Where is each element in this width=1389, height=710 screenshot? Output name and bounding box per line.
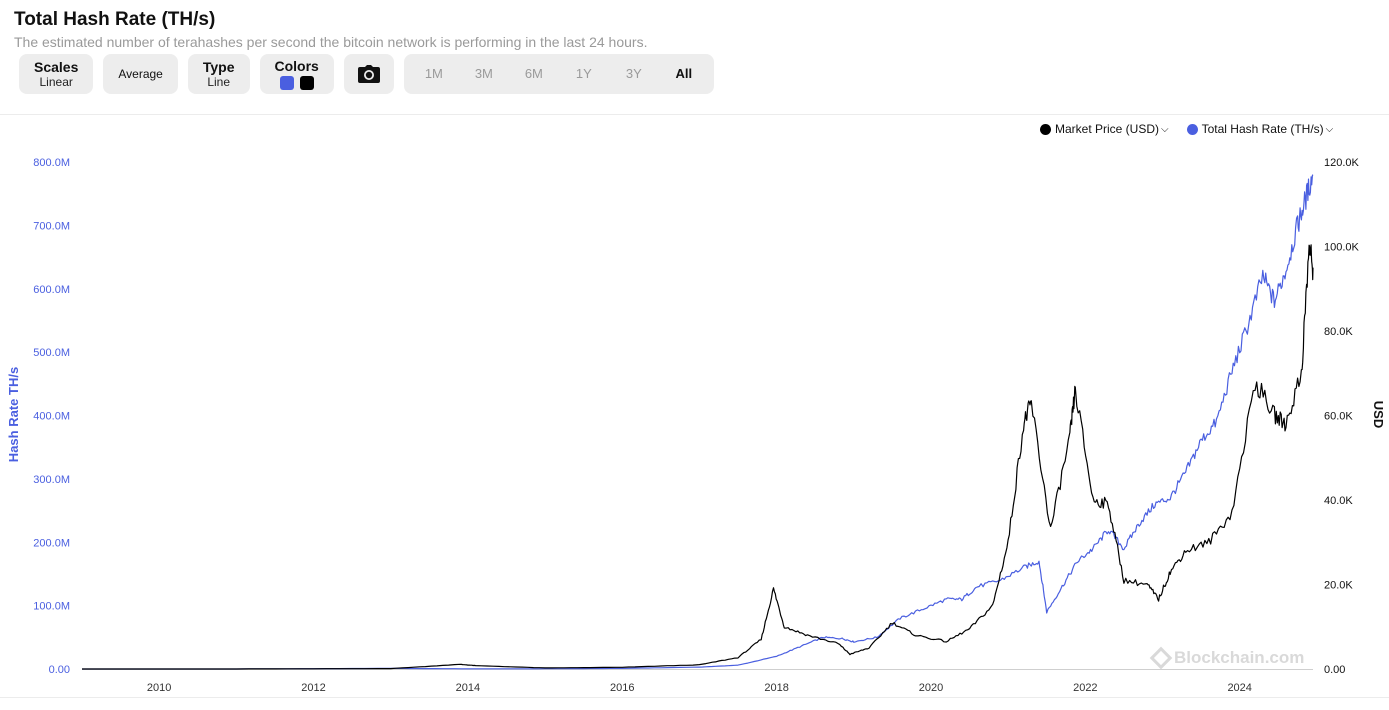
- x-tick-label: 2014: [456, 682, 480, 694]
- x-axis: 2010 2012 2014 2016 2018 2020 2022 2024: [147, 682, 1252, 694]
- color-swatch-price[interactable]: [299, 76, 314, 90]
- y-left-tick-label: 600.0M: [33, 284, 70, 296]
- y-left-tick-label: 100.0M: [33, 601, 70, 613]
- blockchain-logo-icon: [1149, 646, 1173, 670]
- x-tick-label: 2016: [610, 682, 634, 694]
- legend-item-hashrate[interactable]: Total Hash Rate (TH/s) ⌵: [1186, 122, 1334, 136]
- chevron-down-icon: ⌵: [1325, 123, 1334, 135]
- y-axis-left-label: Hash Rate TH/s: [6, 367, 21, 462]
- colors-button[interactable]: Colors: [259, 54, 334, 94]
- legend-label-price: Market Price (USD): [1055, 122, 1160, 136]
- header: Total Hash Rate (TH/s) The estimated num…: [14, 8, 647, 51]
- toolbar: Scales Linear Average Type Line Colors 1…: [19, 54, 714, 94]
- time-range-selector: 1M 3M 6M 1Y 3Y All: [403, 54, 714, 94]
- y-left-tick-label: 200.0M: [33, 537, 70, 549]
- range-3m[interactable]: 3M: [474, 66, 493, 81]
- y-right-tick-label: 0.00: [1324, 664, 1345, 676]
- color-swatch-hashrate[interactable]: [279, 76, 294, 90]
- x-tick-label: 2020: [919, 682, 943, 694]
- range-3y[interactable]: 3Y: [625, 66, 642, 81]
- average-label: Average: [118, 67, 163, 81]
- watermark-text: Blockchain.com: [1174, 648, 1305, 667]
- y-right-tick-label: 80.0K: [1324, 326, 1353, 338]
- scales-value: Linear: [39, 75, 73, 89]
- colors-label: Colors: [274, 58, 319, 74]
- y-left-tick-label: 700.0M: [33, 220, 70, 232]
- y-left-tick-label: 300.0M: [33, 474, 70, 486]
- range-all[interactable]: All: [675, 66, 693, 81]
- legend-dot-price: [1040, 123, 1051, 135]
- range-6m[interactable]: 6M: [524, 66, 543, 81]
- page-subtitle: The estimated number of terahashes per s…: [14, 34, 648, 50]
- price-series-line: [82, 244, 1314, 670]
- y-right-tick-label: 120.0K: [1324, 157, 1360, 169]
- hashrate-series-line: [82, 174, 1314, 670]
- x-tick-label: 2024: [1227, 682, 1251, 694]
- type-label: Type: [202, 59, 235, 75]
- bottom-divider: [0, 697, 1389, 698]
- x-tick-label: 2012: [301, 682, 325, 694]
- type-button[interactable]: Type Line: [187, 54, 250, 94]
- screenshot-button[interactable]: [343, 54, 394, 94]
- y-left-tick-label: 400.0M: [33, 411, 70, 423]
- y-right-tick-label: 100.0K: [1324, 242, 1360, 254]
- chevron-down-icon: ⌵: [1161, 123, 1169, 135]
- legend-dot-hashrate: [1186, 123, 1198, 135]
- scales-label: Scales: [34, 59, 79, 75]
- y-left-tick-label: 500.0M: [33, 347, 70, 359]
- y-left-tick-label: 800.0M: [33, 157, 70, 169]
- y-right-tick-label: 20.0K: [1324, 580, 1353, 592]
- scales-button[interactable]: Scales Linear: [19, 54, 94, 94]
- divider: [0, 114, 1389, 115]
- x-tick-label: 2022: [1073, 682, 1097, 694]
- x-tick-label: 2018: [764, 682, 788, 694]
- y-axis-left: 0.00 100.0M 200.0M 300.0M 400.0M 500.0M 600.0M…: [33, 157, 70, 676]
- page-title: Total Hash Rate (TH/s): [14, 9, 216, 30]
- x-tick-label: 2010: [147, 682, 171, 694]
- camera-icon: [357, 65, 380, 83]
- watermark: Blockchain.com: [1149, 646, 1305, 670]
- y-right-tick-label: 60.0K: [1324, 411, 1353, 423]
- average-button[interactable]: Average: [103, 54, 178, 94]
- type-value: Line: [207, 75, 231, 89]
- y-left-tick-label: 0.00: [49, 664, 70, 676]
- legend-label-hashrate: Total Hash Rate (TH/s): [1201, 122, 1324, 136]
- legend-item-price[interactable]: Market Price (USD) ⌵: [1040, 122, 1169, 136]
- range-1m[interactable]: 1M: [424, 66, 443, 81]
- range-1y[interactable]: 1Y: [575, 66, 592, 81]
- y-axis-right-label: USD: [1371, 401, 1386, 428]
- y-right-tick-label: 40.0K: [1324, 495, 1353, 507]
- series-group: [82, 174, 1314, 670]
- chart-legend: Market Price (USD) ⌵ Total Hash Rate (TH…: [1040, 122, 1333, 136]
- y-axis-right: 0.00 20.0K 40.0K 60.0K 80.0K 100.0K 120.0K: [1324, 157, 1360, 676]
- color-swatches: [279, 76, 314, 90]
